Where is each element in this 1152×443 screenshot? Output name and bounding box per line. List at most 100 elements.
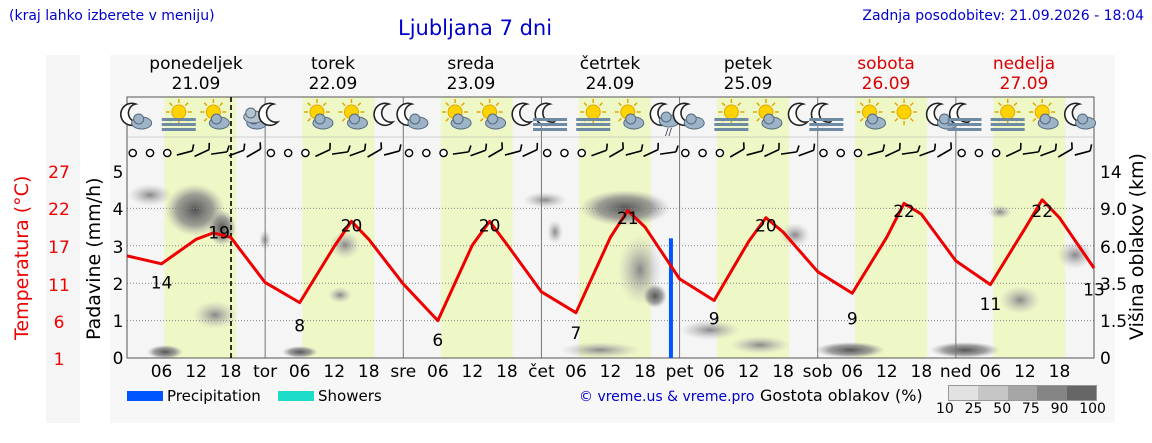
hour-tick-label: 18: [220, 362, 242, 382]
temperature-label: 7: [571, 324, 582, 344]
hour-tick-label: 18: [911, 362, 933, 382]
fog-icon: [161, 118, 196, 131]
hour-tick-label: 06: [565, 362, 587, 382]
precipitation-bar: [668, 238, 673, 358]
cloud-density-label: Gostota oblakov (%): [760, 386, 923, 405]
density-scale-ticks: 10 25 50 75 90 100: [936, 401, 1106, 417]
wind-barb-icon: [919, 143, 937, 157]
wind-barb-icon: [470, 143, 488, 157]
sun-icon: [718, 99, 745, 125]
last-update: Zadnja posodobitev: 21.09.2026 - 18:04: [862, 8, 1144, 24]
temp-tick: 1: [53, 350, 65, 370]
calm-wind-icon: [819, 148, 828, 158]
precip-tick: 0: [112, 349, 124, 369]
day-tick-label: čet: [528, 362, 555, 382]
wind-barb-icon: [798, 143, 816, 157]
temperature-label: 22: [893, 202, 915, 222]
calm-wind-icon: [698, 148, 707, 158]
day-name: nedelja: [992, 54, 1056, 74]
day-date: 23.09: [446, 74, 496, 94]
day-tick-label: tor: [253, 362, 277, 382]
cloud-blob: [547, 220, 563, 244]
wind-barb-icon: [367, 142, 383, 158]
sun-icon: [994, 99, 1021, 125]
day-tick-label: sre: [390, 362, 416, 382]
hour-tick-label: 12: [1014, 362, 1036, 382]
calm-wind-icon: [439, 148, 448, 158]
calm-wind-icon: [577, 148, 587, 158]
hour-tick-label: 06: [289, 362, 311, 382]
wind-barb-icon: [504, 144, 523, 156]
day-header-weekend: sobota 26.09: [826, 54, 946, 94]
calm-wind-icon: [422, 148, 431, 158]
temperature-label: 20: [755, 216, 777, 236]
day-date: 25.09: [723, 74, 773, 94]
calm-wind-icon: [145, 148, 155, 158]
calm-wind-icon: [266, 148, 276, 158]
hour-tick-label: 12: [876, 362, 898, 382]
cloud-blob: [930, 342, 1000, 358]
day-name: sreda: [447, 54, 495, 74]
day-tick-label: pet: [666, 362, 694, 382]
cloud-blob: [147, 345, 183, 359]
day-name: ponedeljek: [149, 54, 243, 74]
day-header-weekend: nedelja 27.09: [964, 54, 1084, 94]
precipitation-legend: Precipitation: [167, 387, 261, 405]
hour-tick-label: 06: [703, 362, 725, 382]
temperature-label: 20: [341, 216, 363, 236]
precip-tick: 3: [112, 238, 124, 258]
cloud-icon: [312, 113, 334, 130]
sun-icon: [891, 99, 918, 125]
calm-wind-icon: [957, 148, 966, 158]
hour-tick-label: 18: [772, 362, 794, 382]
wind-barb-icon: [246, 142, 262, 158]
wind-barb-icon: [608, 142, 624, 158]
cloud-icon: [1075, 113, 1097, 130]
day-date: 27.09: [999, 74, 1049, 94]
moon-icon: [511, 102, 534, 127]
wind-barb-icon: [1022, 145, 1042, 155]
density-tick: 75: [1021, 401, 1040, 417]
cloud-blob: [988, 205, 1012, 219]
wind-barb-icon: [176, 144, 195, 156]
wind-barb-icon: [315, 142, 331, 158]
density-tick: 50: [993, 401, 1012, 417]
rain-glyph: //: [665, 127, 672, 138]
daylight-band: [440, 97, 513, 358]
calm-wind-icon: [991, 148, 1001, 158]
cloud-tick: 0: [1100, 349, 1111, 369]
wind-barb-icon: [1074, 144, 1093, 156]
temp-tick: 6: [53, 313, 65, 333]
wind-barb-icon: [660, 145, 679, 155]
cloud-blob: [330, 231, 360, 259]
calm-wind-icon: [681, 148, 690, 158]
cloud-blob: [1000, 286, 1040, 314]
cloud-icon: [683, 113, 705, 130]
day-header: petek 25.09: [688, 54, 808, 94]
day-header: torek 22.09: [273, 54, 393, 94]
cloud-blob: [193, 301, 237, 329]
wind-barb-icon: [643, 142, 660, 158]
temp-tick: 22: [48, 200, 70, 220]
cloud-tick: 3.5: [1100, 275, 1128, 295]
cloud-icon: [623, 113, 645, 130]
daylight-band: [993, 97, 1066, 358]
density-scale: [948, 385, 1097, 401]
precip-tick: 2: [112, 275, 124, 295]
wind-barb-icon: [522, 142, 539, 158]
fog-icon: [809, 118, 844, 131]
day-name: petek: [723, 54, 773, 74]
page-title: Ljubljana 7 dni: [398, 16, 553, 40]
wind-barb-icon: [901, 145, 921, 155]
density-tick: 100: [1079, 401, 1106, 417]
cloud-icon: [485, 113, 507, 130]
cloud-icon: [1037, 113, 1059, 130]
cloud-blob: [680, 320, 740, 340]
showers-swatch: [278, 391, 314, 401]
wind-barb-icon: [331, 145, 351, 155]
density-tick: 90: [1050, 401, 1069, 417]
cloud-tick: 1.5: [1100, 312, 1128, 332]
hour-tick-label: 12: [462, 362, 484, 382]
temperature-label: 8: [294, 317, 305, 337]
fog-icon: [947, 118, 982, 131]
